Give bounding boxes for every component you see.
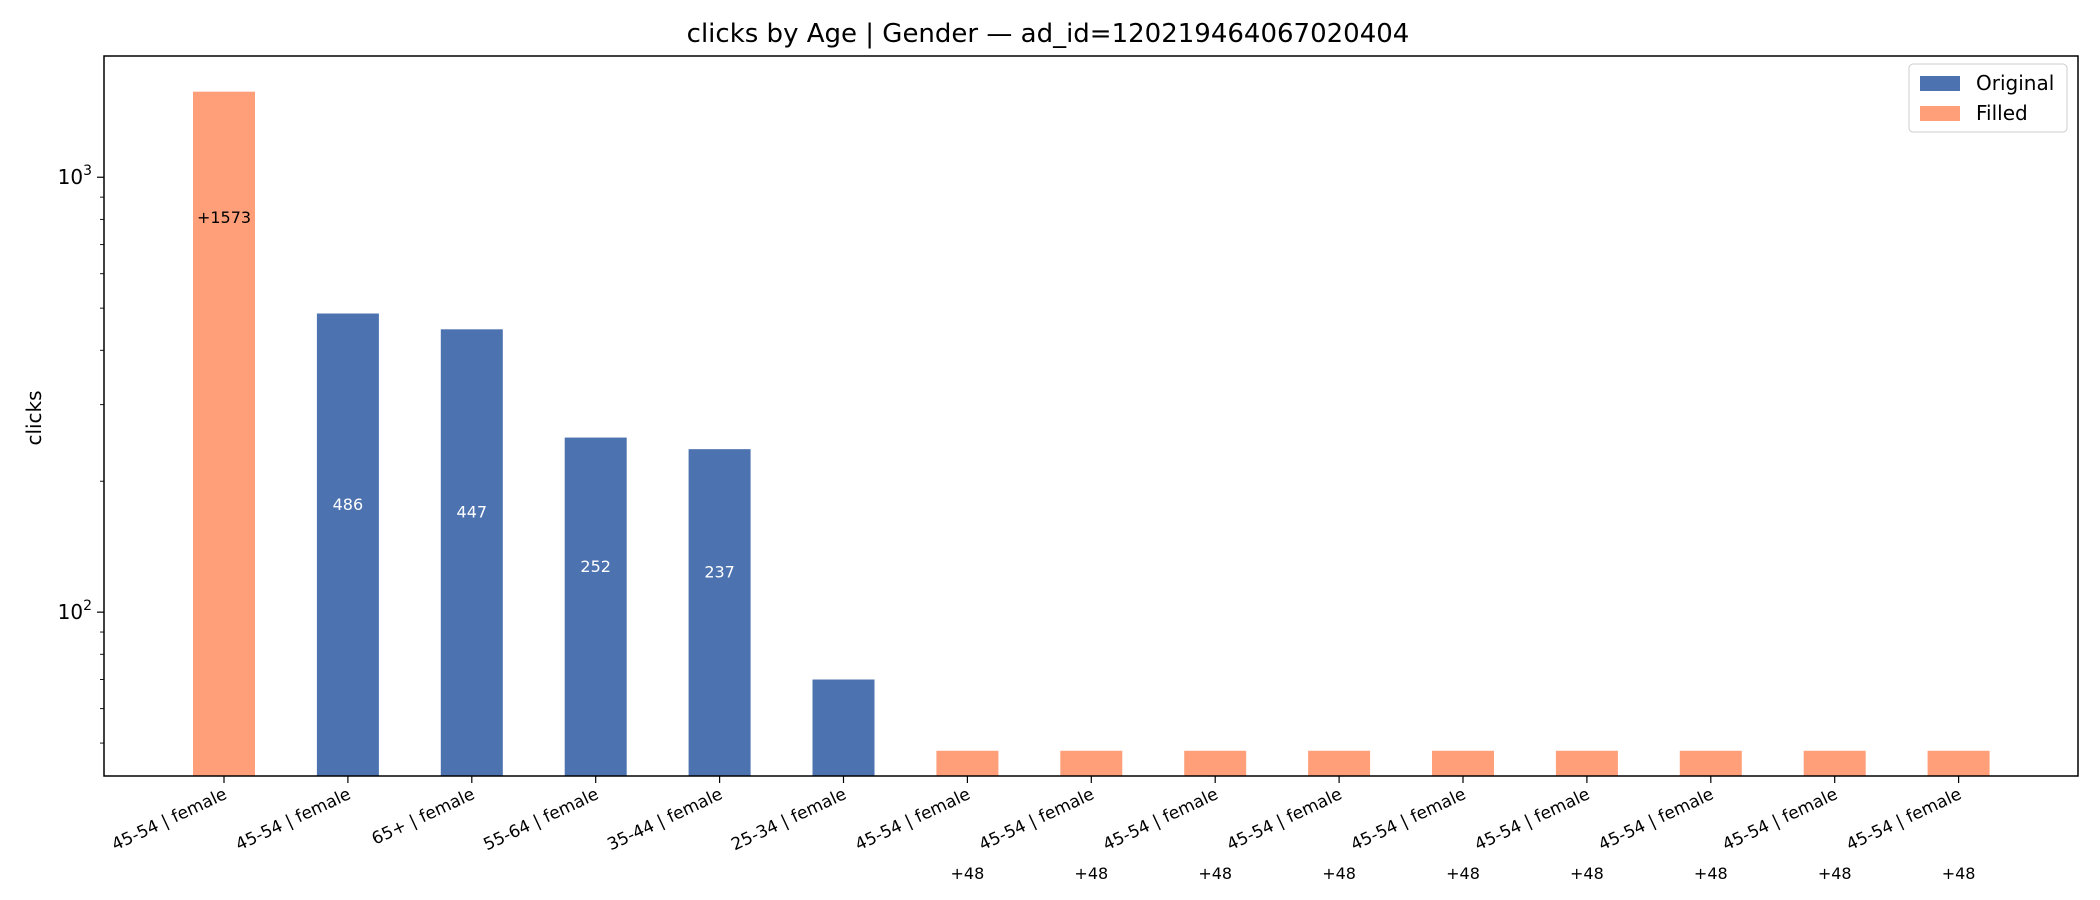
data-label: 447 — [457, 503, 488, 522]
x-tick-label: 45-54 | female — [109, 784, 230, 855]
data-label: +48 — [1322, 864, 1356, 883]
legend-label-filled: Filled — [1976, 101, 2028, 125]
x-tick-label: 45-54 | female — [233, 784, 354, 855]
x-tick-label: 55-64 | female — [480, 784, 601, 855]
bar-filled — [1555, 750, 1618, 776]
data-label: 252 — [580, 557, 611, 576]
bar-filled — [1308, 750, 1371, 776]
x-tick-label: 45-54 | female — [1596, 784, 1717, 855]
bars-group — [193, 91, 1990, 777]
x-tick-label: 45-54 | female — [1843, 784, 1964, 855]
bar-original — [316, 313, 379, 776]
bar-filled — [193, 91, 255, 777]
x-tick-label: 45-54 | female — [852, 784, 973, 855]
data-label: +48 — [1570, 864, 1604, 883]
bar-filled — [1184, 750, 1247, 776]
x-tick-label: 45-54 | female — [1719, 784, 1840, 855]
data-label: +48 — [1694, 864, 1728, 883]
x-tick-label: 45-54 | female — [1100, 784, 1221, 855]
bar-filled — [936, 750, 999, 776]
legend-swatch-filled — [1920, 106, 1960, 121]
chart-title: clicks by Age | Gender — ad_id=120219464… — [687, 19, 1410, 49]
data-label: 237 — [704, 563, 735, 582]
legend-label-original: Original — [1976, 71, 2054, 95]
y-axis: 102 103 — [58, 163, 104, 744]
x-axis: 45-54 | female 45-54 | female 65+ | female… — [109, 776, 1965, 855]
x-tick-label: 25-34 | female — [728, 784, 849, 855]
data-label: +48 — [1198, 864, 1232, 883]
y-tick-label: 102 — [58, 598, 92, 624]
bar-filled — [1432, 750, 1494, 776]
bar-original — [440, 329, 503, 776]
x-tick-label: 45-54 | female — [976, 784, 1097, 855]
data-labels-group: +1573 486 447 252 237 +48 +48 +48 +48 +48 +48 +48 +4… — [197, 208, 1976, 883]
x-tick-label: 45-54 | female — [1224, 784, 1345, 855]
y-axis-label: clicks — [22, 390, 46, 445]
legend-swatch-original — [1920, 76, 1960, 91]
data-label: +48 — [1074, 864, 1108, 883]
data-label: 486 — [333, 495, 364, 514]
data-label: +48 — [951, 864, 985, 883]
bar-original — [564, 437, 627, 776]
x-tick-label: 45-54 | female — [1348, 784, 1469, 855]
x-tick-label: 45-54 | female — [1472, 784, 1593, 855]
x-tick-label: 65+ | female — [369, 784, 478, 849]
data-label: +48 — [1942, 864, 1976, 883]
data-label: +48 — [1446, 864, 1480, 883]
bar-filled — [1803, 750, 1866, 776]
x-tick-label: 35-44 | female — [604, 784, 725, 855]
bar-original — [688, 449, 751, 776]
bar-filled — [1679, 750, 1742, 776]
plot-frame — [103, 55, 2079, 777]
bar-original — [812, 679, 875, 776]
bar-filled — [1927, 750, 1990, 776]
y-tick-label: 103 — [58, 163, 92, 189]
data-label: +48 — [1818, 864, 1852, 883]
data-label: +1573 — [197, 208, 251, 227]
legend: Original Filled — [1908, 63, 2068, 133]
bar-filled — [1060, 750, 1123, 776]
